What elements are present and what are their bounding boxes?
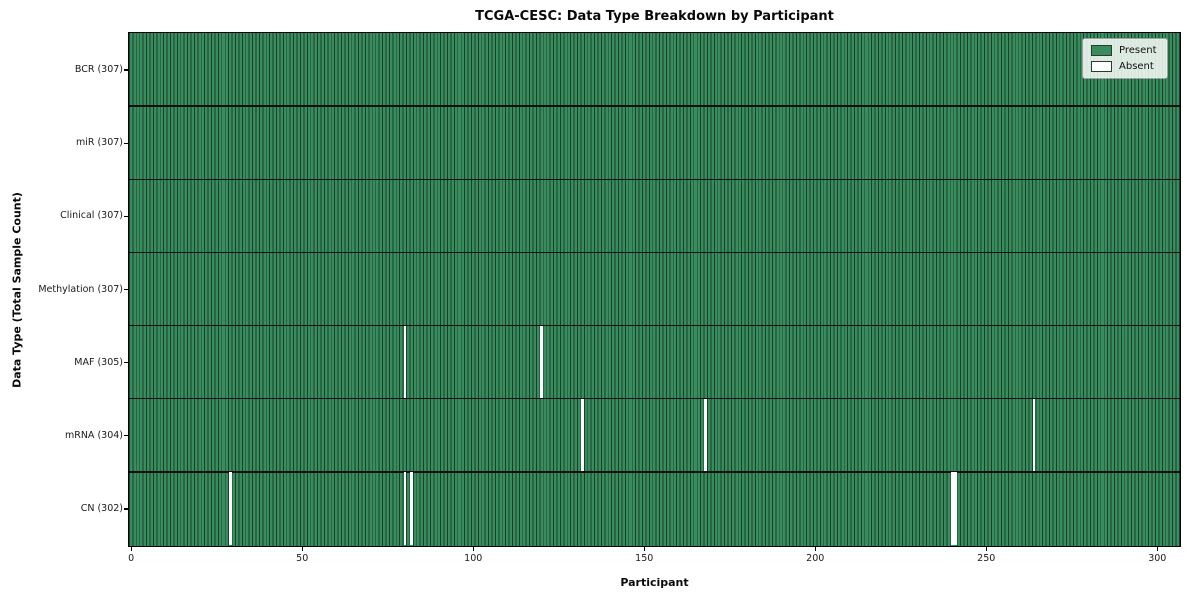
absent-gap bbox=[950, 471, 957, 545]
ytick-label-cn: CN (302) bbox=[80, 502, 123, 514]
row-divider bbox=[129, 105, 1180, 107]
xtick-label: 250 bbox=[977, 552, 996, 564]
ytick-label-mir: miR (307) bbox=[75, 137, 123, 149]
ytick-mark bbox=[123, 142, 128, 144]
xtick-mark bbox=[130, 546, 132, 551]
legend-item-present: Present bbox=[1091, 45, 1157, 56]
row-divider bbox=[129, 251, 1180, 254]
row-clinical bbox=[129, 179, 1180, 252]
row-maf bbox=[129, 325, 1180, 399]
xtick-label: 50 bbox=[296, 552, 309, 564]
row-divider bbox=[129, 324, 1180, 327]
ytick-mark bbox=[123, 508, 128, 510]
xtick-mark bbox=[643, 546, 645, 551]
ytick-mark bbox=[123, 362, 128, 364]
ytick-label-methylation: Methylation (307) bbox=[38, 283, 123, 295]
legend-label-present: Present bbox=[1119, 45, 1157, 56]
xtick-label: 300 bbox=[1148, 552, 1167, 564]
legend: Present Absent bbox=[1082, 38, 1168, 79]
legend-item-absent: Absent bbox=[1091, 61, 1157, 72]
xtick-label: 200 bbox=[806, 552, 825, 564]
absent-gap bbox=[581, 398, 584, 472]
xtick-mark bbox=[301, 546, 303, 551]
ytick-label-maf: MAF (305) bbox=[74, 356, 123, 368]
x-axis-label: Participant bbox=[620, 576, 689, 589]
absent-gap bbox=[540, 325, 543, 399]
xtick-label: 150 bbox=[635, 552, 654, 564]
absent-gap bbox=[704, 398, 707, 472]
legend-label-absent: Absent bbox=[1119, 61, 1154, 72]
row-divider bbox=[129, 398, 1180, 400]
absent-gap bbox=[229, 471, 232, 545]
xtick-mark bbox=[985, 546, 987, 551]
ytick-label-mrna: mRNA (304) bbox=[64, 429, 123, 441]
xtick-label: 100 bbox=[464, 552, 483, 564]
row-bcr bbox=[129, 33, 1180, 106]
ytick-mark bbox=[123, 435, 128, 437]
present-swatch bbox=[1091, 45, 1112, 56]
ytick-mark bbox=[123, 69, 128, 71]
plot-area bbox=[128, 32, 1181, 547]
xtick-mark bbox=[814, 546, 816, 551]
absent-gap bbox=[410, 471, 413, 545]
row-mrna bbox=[129, 398, 1180, 472]
xtick-mark bbox=[472, 546, 474, 551]
ytick-mark bbox=[123, 215, 128, 217]
absent-gap bbox=[1032, 398, 1036, 472]
absent-swatch bbox=[1091, 61, 1112, 72]
row-methylation bbox=[129, 252, 1180, 325]
xtick-mark bbox=[1156, 546, 1158, 551]
ytick-label-bcr: BCR (307) bbox=[74, 64, 123, 76]
ytick-label-clinical: Clinical (307) bbox=[60, 210, 123, 222]
absent-gap bbox=[403, 325, 407, 399]
absent-gap bbox=[403, 471, 407, 545]
chart-title: TCGA-CESC: Data Type Breakdown by Partic… bbox=[475, 9, 834, 24]
row-divider bbox=[129, 471, 1180, 473]
xtick-label: 0 bbox=[128, 552, 135, 564]
ytick-mark bbox=[123, 288, 128, 291]
row-cn bbox=[129, 471, 1180, 545]
row-divider bbox=[129, 178, 1180, 180]
row-mir bbox=[129, 106, 1180, 179]
